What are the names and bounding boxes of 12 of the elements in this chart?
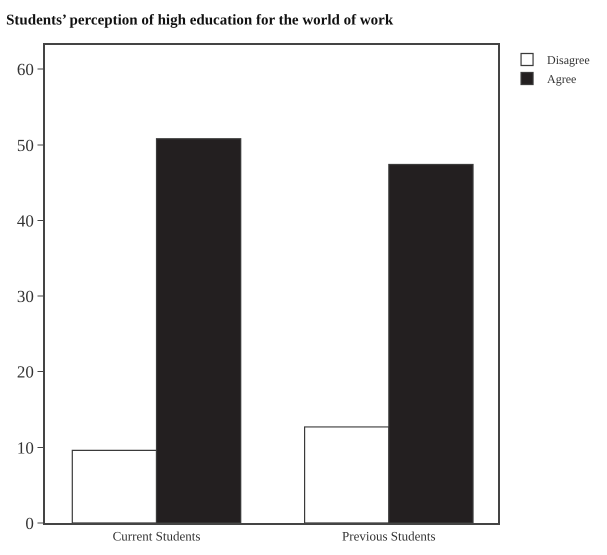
x-tick-label: Previous Students [342, 528, 436, 544]
x-tick-label: Current Students [112, 528, 200, 544]
y-tick-label: 40 [16, 211, 34, 230]
y-tick-label: 60 [16, 60, 34, 80]
chart-title: Students’ perception of high education for the world of work [6, 12, 394, 28]
y-tick-label: 20 [16, 362, 34, 382]
y-tick-label: 30 [16, 287, 34, 306]
y-tick-label: 10 [16, 438, 34, 458]
legend-label: Agree [547, 72, 576, 86]
y-tick-label: 50 [16, 136, 34, 155]
legend-label: Disagree [547, 53, 590, 68]
y-tick-label: 0 [25, 514, 34, 533]
